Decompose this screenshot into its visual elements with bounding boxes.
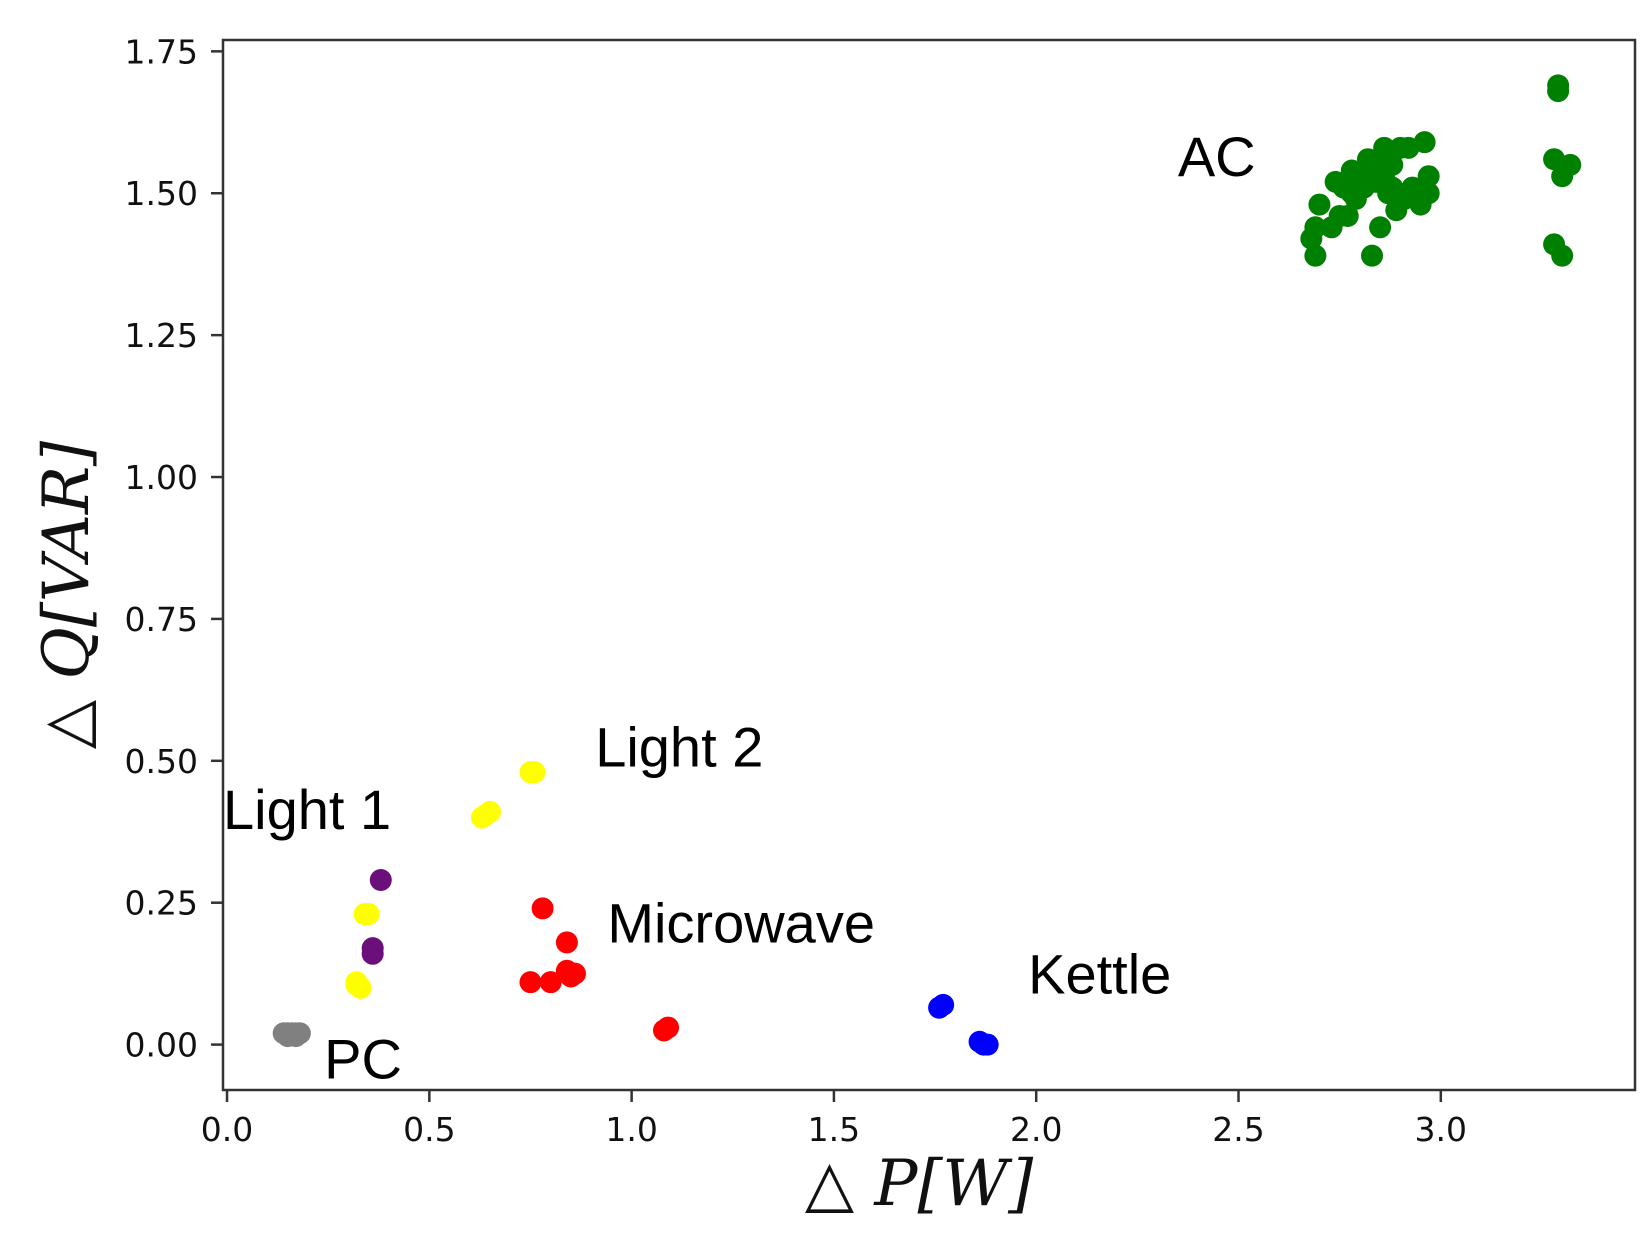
label-light-2: Light 2: [595, 715, 763, 778]
point-microwave: [519, 971, 542, 994]
point-ac: [1373, 136, 1396, 159]
label-microwave: Microwave: [607, 891, 875, 954]
point-microwave: [539, 971, 562, 994]
point-microwave: [531, 897, 554, 920]
point-ac: [1547, 80, 1570, 103]
y-tick-label: 1.00: [125, 458, 198, 497]
y-tick-label: 0.50: [125, 742, 198, 781]
point-ac: [1340, 159, 1363, 182]
x-tick-label: 0.0: [201, 1110, 253, 1149]
point-kettle: [928, 996, 951, 1019]
point-ac: [1369, 216, 1392, 239]
y-axis-label: △ Q[VAR]: [30, 440, 104, 749]
point-ac: [1551, 244, 1574, 267]
point-microwave: [652, 1019, 675, 1042]
x-tick-label: 1.0: [605, 1110, 657, 1149]
label-pc: PC: [324, 1028, 402, 1091]
point-ac: [1381, 153, 1404, 176]
point-light-2: [523, 761, 546, 784]
label-kettle: Kettle: [1028, 943, 1171, 1006]
y-tick-label: 1.25: [125, 316, 198, 355]
point-light-2: [353, 903, 376, 926]
point-microwave: [563, 962, 586, 985]
point-ac: [1308, 193, 1331, 216]
point-ac: [1304, 244, 1327, 267]
point-ac: [1324, 170, 1347, 193]
point-ac: [1417, 182, 1440, 205]
point-pc: [284, 1025, 307, 1048]
cluster-labels: AC Light 2 Light 1 Microwave Kettle PC: [223, 125, 1256, 1090]
point-light-2: [345, 974, 368, 996]
point-ac: [1413, 131, 1436, 154]
point-ac: [1551, 165, 1574, 188]
x-tick-label: 2.0: [1010, 1110, 1062, 1149]
x-tick-label: 3.0: [1415, 1110, 1467, 1149]
x-tick-label: 1.5: [808, 1110, 860, 1149]
point-light-1: [369, 869, 392, 891]
y-tick-label: 1.75: [125, 32, 198, 71]
point-light-1: [361, 942, 384, 965]
y-tick-label: 0.00: [125, 1026, 198, 1065]
x-tick-label: 0.5: [403, 1110, 455, 1149]
point-ac: [1361, 244, 1384, 267]
data-points: [272, 74, 1582, 1056]
label-light-1: Light 1: [223, 778, 391, 841]
label-ac: AC: [1178, 125, 1256, 188]
point-ac: [1381, 176, 1404, 199]
y-tick-label: 0.75: [125, 600, 198, 639]
y-axis-ticks: 0.00 0.25 0.50 0.75 1.00 1.25 1.50 1.75: [125, 32, 223, 1065]
x-axis-label: △ P[W]: [805, 1147, 1034, 1221]
y-tick-label: 0.25: [125, 884, 198, 923]
y-tick-label: 1.50: [125, 174, 198, 213]
x-tick-label: 2.5: [1212, 1110, 1264, 1149]
plot-frame: [221, 38, 1637, 1092]
point-microwave: [555, 931, 578, 954]
point-light-2: [474, 803, 497, 826]
point-ac: [1304, 216, 1327, 239]
point-ac: [1336, 204, 1359, 227]
point-ac: [1417, 165, 1440, 188]
x-axis-ticks: 0.0 0.5 1.0 1.5 2.0 2.5 3.0: [201, 1090, 1467, 1149]
point-kettle: [968, 1030, 991, 1053]
point-ac: [1356, 148, 1379, 171]
